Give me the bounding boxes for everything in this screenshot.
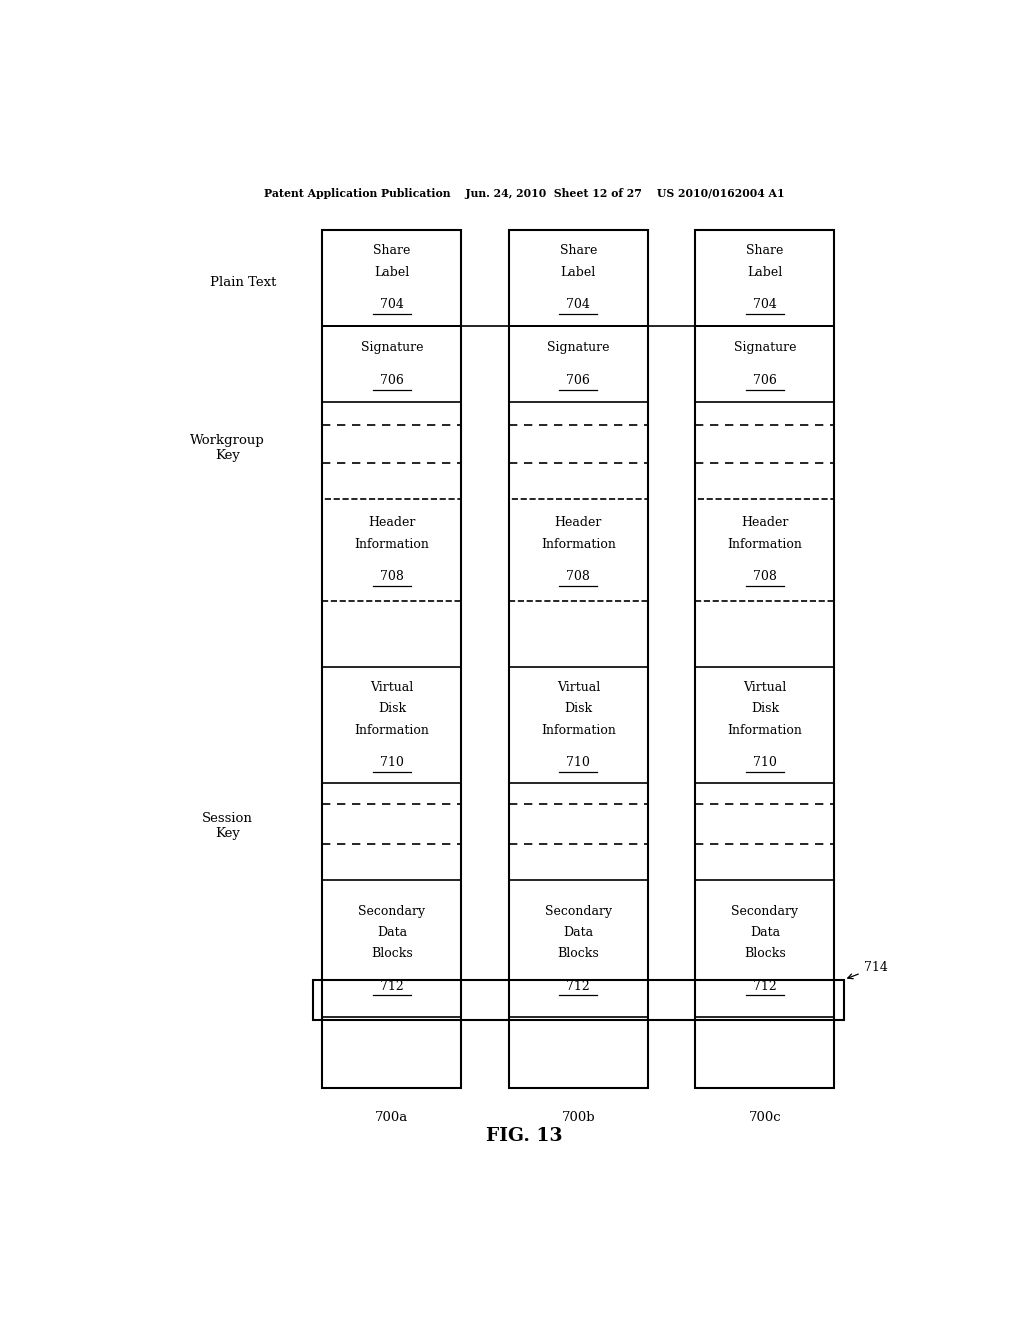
Text: 708: 708 (753, 570, 777, 583)
Text: Header: Header (369, 516, 416, 529)
Text: Secondary: Secondary (358, 904, 425, 917)
Text: Information: Information (727, 537, 802, 550)
Text: Data: Data (563, 925, 594, 939)
Text: Share: Share (746, 244, 783, 257)
Text: 710: 710 (380, 756, 403, 770)
Bar (313, 979, 844, 1020)
Text: Secondary: Secondary (731, 904, 799, 917)
Bar (695, 230, 835, 1089)
Text: Information: Information (727, 723, 802, 737)
Text: Data: Data (750, 925, 780, 939)
Text: Signature: Signature (360, 342, 423, 355)
Text: Information: Information (541, 537, 615, 550)
Text: Disk: Disk (564, 702, 593, 715)
Text: Header: Header (741, 516, 788, 529)
Text: 712: 712 (753, 979, 777, 993)
Bar (695, 667, 835, 784)
Text: Share: Share (373, 244, 411, 257)
Text: 704: 704 (566, 298, 590, 312)
Text: Information: Information (541, 723, 615, 737)
Text: 706: 706 (380, 374, 403, 387)
Text: Session
Key: Session Key (202, 812, 253, 840)
Text: Signature: Signature (547, 342, 609, 355)
Text: Disk: Disk (378, 702, 406, 715)
Bar (323, 230, 461, 1089)
Bar (323, 230, 461, 326)
Bar (695, 230, 835, 326)
Text: Label: Label (748, 265, 782, 279)
Text: 708: 708 (566, 570, 590, 583)
Text: Data: Data (377, 925, 407, 939)
Text: Label: Label (561, 265, 596, 279)
Text: 706: 706 (753, 374, 777, 387)
Bar (323, 326, 461, 403)
Bar (323, 880, 461, 1018)
Text: Virtual: Virtual (743, 681, 786, 694)
Bar (509, 667, 648, 784)
Text: 704: 704 (380, 298, 403, 312)
Text: 714: 714 (848, 961, 888, 978)
Bar (509, 230, 648, 326)
Bar (509, 880, 648, 1018)
Text: 712: 712 (380, 979, 403, 993)
Text: 700a: 700a (375, 1110, 409, 1123)
Text: Header: Header (555, 516, 602, 529)
Text: Information: Information (354, 723, 429, 737)
Bar (695, 499, 835, 601)
Text: Patent Application Publication    Jun. 24, 2010  Sheet 12 of 27    US 2010/01620: Patent Application Publication Jun. 24, … (264, 189, 785, 199)
Text: 710: 710 (566, 756, 590, 770)
Text: 706: 706 (566, 374, 590, 387)
Text: 712: 712 (566, 979, 590, 993)
Text: 700c: 700c (749, 1110, 781, 1123)
Text: FIG. 13: FIG. 13 (486, 1127, 563, 1146)
Text: Share: Share (560, 244, 597, 257)
Text: Virtual: Virtual (557, 681, 600, 694)
Text: Label: Label (374, 265, 410, 279)
Text: Blocks: Blocks (744, 948, 785, 960)
Bar (695, 326, 835, 403)
Text: Virtual: Virtual (371, 681, 414, 694)
Text: Secondary: Secondary (545, 904, 612, 917)
Text: Information: Information (354, 537, 429, 550)
Text: Disk: Disk (751, 702, 779, 715)
Text: 708: 708 (380, 570, 403, 583)
Bar (323, 499, 461, 601)
Bar (509, 499, 648, 601)
Text: 704: 704 (753, 298, 777, 312)
Text: 700b: 700b (561, 1110, 595, 1123)
Text: 710: 710 (753, 756, 777, 770)
Text: Blocks: Blocks (371, 948, 413, 960)
Text: Workgroup
Key: Workgroup Key (189, 434, 264, 462)
Bar (695, 880, 835, 1018)
Bar (323, 667, 461, 784)
Text: Signature: Signature (733, 342, 796, 355)
Text: Blocks: Blocks (557, 948, 599, 960)
Text: Plain Text: Plain Text (210, 276, 276, 289)
Bar (509, 326, 648, 403)
Bar (509, 230, 648, 1089)
